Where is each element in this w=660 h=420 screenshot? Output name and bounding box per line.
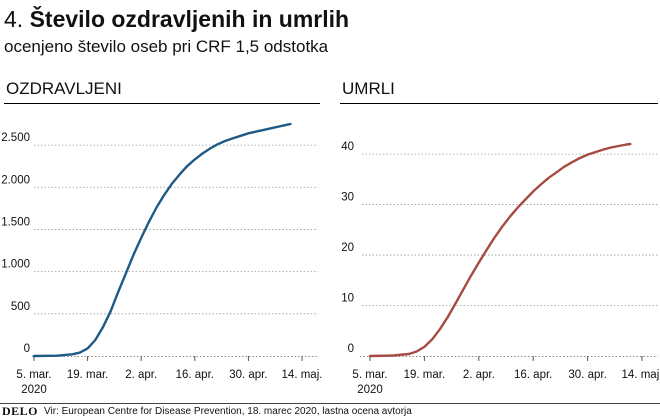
deaths-y-tick-label: 20 — [341, 242, 354, 254]
deaths-y-tick-label: 40 — [341, 141, 354, 153]
recovered-y-tick-label: 1.000 — [1, 259, 30, 271]
deaths-x-tick-label: 19. mar. — [404, 369, 446, 381]
deaths-x-tick-label: 5. mar. — [352, 369, 387, 381]
deaths-x-tick-label: 14. maj. — [622, 369, 660, 381]
charts-canvas: OZDRAVLJENI 0 500 1.000 1.500 2.000 2.500 5. ma… — [1, 79, 660, 396]
footer: DELO Vir: European Centre for Disease Pr… — [0, 403, 660, 420]
chart-header: 4. Število ozdravljenih in umrlih ocenje… — [4, 4, 654, 58]
page-title: 4. Število ozdravljenih in umrlih — [4, 4, 654, 34]
subtitle: ocenjeno število oseb pri CRF 1,5 odstot… — [4, 37, 329, 56]
footer-rule — [0, 403, 660, 404]
deaths-x-tick-label: 2. apr. — [463, 369, 495, 381]
deaths-x-tick-label: 2020 — [357, 384, 383, 396]
recovered-x-tick-label: 2020 — [21, 384, 47, 396]
recovered-panel-title: OZDRAVLJENI — [6, 79, 122, 98]
brand-logo: DELO — [2, 404, 39, 418]
recovered-y-tick-label: 2.500 — [1, 132, 30, 144]
recovered-y-tick-label: 500 — [11, 301, 30, 313]
title-number: 4. — [4, 6, 24, 32]
recovered-x-tick-label: 30. apr. — [229, 369, 267, 381]
deaths-panel-title: UMRLI — [342, 79, 395, 98]
recovered-x-tick-label: 2. apr. — [125, 369, 157, 381]
deaths-y-tick-label: 30 — [341, 192, 354, 204]
deaths-x-tick-label: 30. apr. — [568, 369, 606, 381]
recovered-x-tick-label: 14. maj. — [282, 369, 323, 381]
deaths-series-line — [368, 142, 632, 358]
source-note: Vir: European Centre for Disease Prevent… — [44, 406, 412, 417]
recovered-series-line — [32, 122, 292, 358]
recovered-x-tick-label: 19. mar. — [67, 369, 109, 381]
recovered-y-tick-label: 2.000 — [1, 174, 30, 186]
deaths-y-tick-label: 0 — [348, 343, 354, 355]
recovered-y-tick-label: 0 — [24, 343, 30, 355]
recovered-chart: OZDRAVLJENI 0 500 1.000 1.500 2.000 2.500 5. ma… — [1, 79, 322, 396]
deaths-x-tick-label: 16. apr. — [514, 369, 552, 381]
deaths-chart: UMRLI 0 10 20 30 40 5. mar. 2020 19. mar. 2. apr.… — [340, 79, 660, 396]
recovered-y-tick-label: 1.500 — [1, 216, 30, 228]
title-text: Število ozdravljenih in umrlih — [29, 6, 350, 32]
recovered-x-tick-label: 16. apr. — [176, 369, 214, 381]
recovered-x-tick-label: 5. mar. — [16, 369, 51, 381]
deaths-y-tick-label: 10 — [341, 293, 354, 305]
